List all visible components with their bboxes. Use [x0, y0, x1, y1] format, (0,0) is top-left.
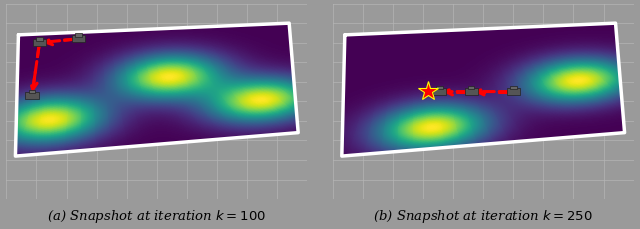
Bar [26, 93, 38, 99]
Bar [510, 87, 516, 90]
Bar [468, 87, 474, 90]
Bar [36, 38, 43, 41]
Bar [29, 90, 35, 94]
Text: (b) Snapshot at iteration $k = 250$: (b) Snapshot at iteration $k = 250$ [373, 207, 593, 224]
Bar [76, 34, 82, 38]
Text: (a) Snapshot at iteration $k = 100$: (a) Snapshot at iteration $k = 100$ [47, 207, 266, 224]
Bar [433, 89, 446, 95]
Bar [436, 87, 443, 90]
Bar [507, 89, 520, 95]
Bar [33, 40, 46, 47]
Bar [465, 89, 478, 95]
Bar [72, 36, 85, 43]
